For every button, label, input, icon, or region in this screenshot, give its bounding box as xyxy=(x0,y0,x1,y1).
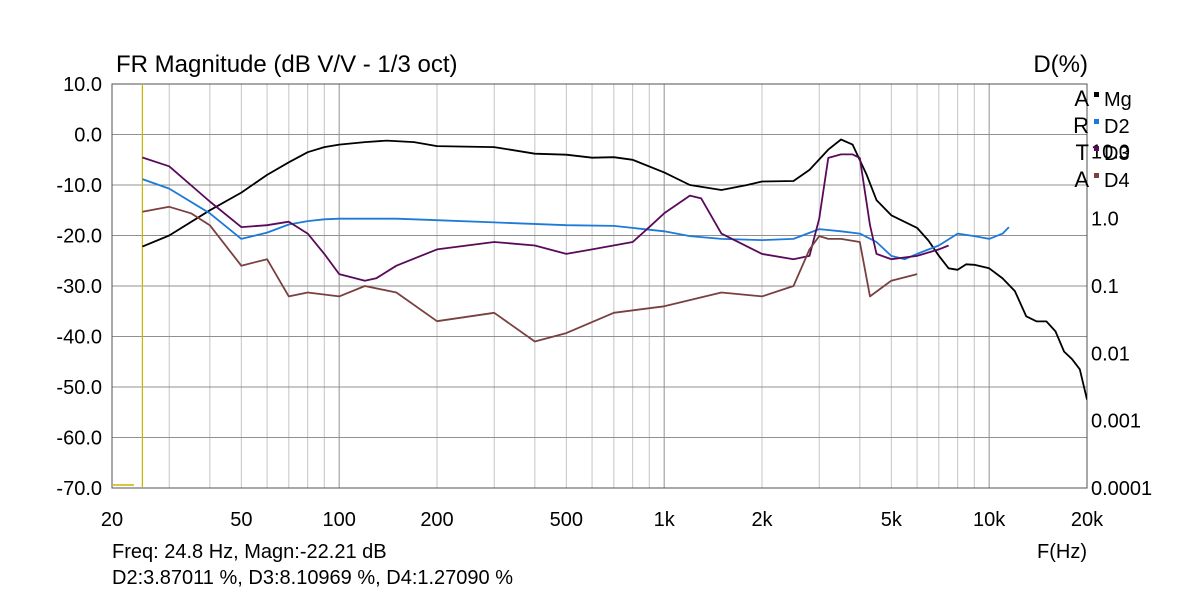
series-line-d3 xyxy=(142,153,949,282)
x-tick-label: 2k xyxy=(751,509,773,531)
y2-tick-label: 0.01 xyxy=(1091,343,1130,365)
legend-label-d2: D2 xyxy=(1104,116,1130,138)
chart-title: FR Magnitude (dB V/V - 1/3 oct) xyxy=(116,51,457,78)
legend-swatch-mg xyxy=(1094,92,1099,97)
brand-letter: R xyxy=(1073,113,1089,138)
legend-swatch-d2 xyxy=(1094,119,1099,124)
grid-lines xyxy=(111,83,1088,489)
series-line-mg xyxy=(142,138,1087,400)
cursor-readout-line2: D2:3.87011 %, D3:8.10969 %, D4:1.27090 % xyxy=(112,567,513,589)
plot-frame xyxy=(111,83,1088,489)
y-tick-label: -30.0 xyxy=(56,276,102,298)
y-tick-label: -10.0 xyxy=(56,175,102,197)
right-axis-title: D(%) xyxy=(1033,51,1088,78)
legend-label-d4: D4 xyxy=(1104,170,1130,192)
y-tick-label: 10.0 xyxy=(63,74,102,96)
x-tick-label: 50 xyxy=(230,509,252,531)
x-tick-label: 10k xyxy=(973,509,1006,531)
legend: A Mg R D2 T D3 A D4 xyxy=(1073,86,1132,192)
y-tick-label: 0.0 xyxy=(74,125,102,147)
y2-tick-label: 0.0001 xyxy=(1091,478,1152,500)
y-tick-label: -20.0 xyxy=(56,226,102,248)
x-tick-label: 1k xyxy=(654,509,676,531)
x-tick-label: 100 xyxy=(322,509,355,531)
x-tick-label: 20k xyxy=(1071,509,1104,531)
y-tick-label: -60.0 xyxy=(56,428,102,450)
x-axis-label: F(Hz) xyxy=(1037,541,1087,563)
brand-letter: A xyxy=(1074,86,1089,111)
y2-tick-label: 0.001 xyxy=(1091,411,1141,433)
brand-letter: A xyxy=(1074,167,1089,192)
x-tick-label: 5k xyxy=(881,509,903,531)
legend-label-d3: D3 xyxy=(1104,143,1130,165)
tick-labels: 20 50 100 200 500 1k 2k 5k 10k 20k 10.0 0.0 -10.0 -20… xyxy=(56,74,1152,531)
legend-swatch-d3 xyxy=(1094,146,1099,151)
y-tick-label: -70.0 xyxy=(56,478,102,500)
x-tick-label: 20 xyxy=(101,509,123,531)
y-tick-label: -50.0 xyxy=(56,377,102,399)
x-tick-label: 200 xyxy=(420,509,453,531)
y2-tick-label: 1.0 xyxy=(1091,209,1119,231)
cursor-readout-line1: Freq: 24.8 Hz, Magn:-22.21 dB xyxy=(112,541,387,563)
series-line-d4 xyxy=(142,205,918,343)
y-tick-label: -40.0 xyxy=(56,327,102,349)
x-tick-label: 500 xyxy=(550,509,583,531)
legend-swatch-d4 xyxy=(1094,173,1099,178)
series-layer xyxy=(142,138,1087,400)
cursor-layer xyxy=(113,84,143,488)
y2-tick-label: 0.1 xyxy=(1091,276,1119,298)
brand-letter: T xyxy=(1076,140,1089,165)
y2-tick-label: 10.0 xyxy=(1091,141,1130,163)
legend-label-mg: Mg xyxy=(1104,89,1132,111)
series-line-d2 xyxy=(142,178,1010,261)
